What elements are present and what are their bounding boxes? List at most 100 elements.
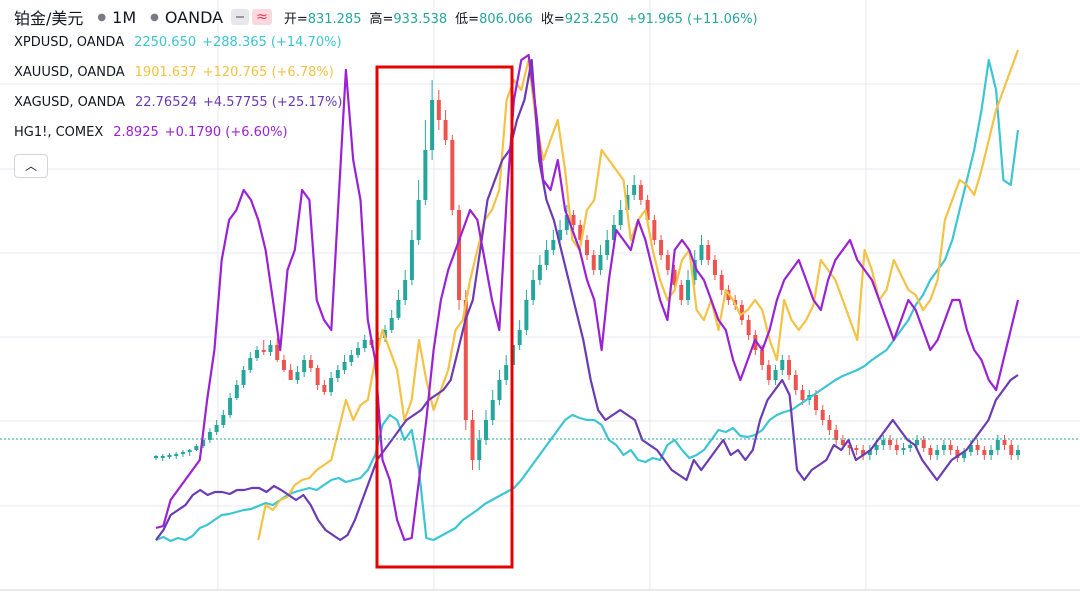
- candle-body: [497, 380, 502, 400]
- candle-body: [699, 245, 704, 260]
- collapse-legend-button[interactable]: ︿: [14, 154, 48, 178]
- main-symbol-row: 铂金/美元 ● 1M ● OANDA ≈ 开=831.285 高=933.538 低…: [14, 6, 766, 29]
- candle-body: [679, 285, 684, 300]
- candle-body: [578, 225, 583, 240]
- candle-body: [564, 215, 569, 230]
- candle-body: [928, 448, 933, 455]
- candle-body: [342, 362, 347, 370]
- candle-body: [463, 300, 468, 420]
- candle-body: [221, 415, 226, 425]
- candle-body: [228, 398, 233, 415]
- separator-dot: ●: [150, 11, 159, 23]
- candle-body: [403, 280, 408, 300]
- candle-body: [995, 440, 1000, 450]
- candle-body: [356, 348, 361, 355]
- series-change: +4.57755 (+25.17%): [203, 95, 343, 110]
- candle-body: [867, 450, 872, 455]
- series-value: 2.8925: [113, 125, 159, 140]
- candle-body: [430, 100, 435, 150]
- candle-body: [840, 440, 845, 445]
- candle-body: [975, 445, 980, 450]
- candle-body: [827, 420, 832, 430]
- candle-body: [248, 358, 253, 370]
- candle-body: [834, 430, 839, 440]
- candle-body: [874, 445, 879, 450]
- candle-body: [504, 365, 509, 380]
- candle-body: [672, 270, 677, 285]
- series-change: +120.765 (+6.78%): [202, 65, 334, 80]
- exchange-label: OANDA: [164, 7, 224, 27]
- candle-body: [813, 395, 818, 410]
- candle-body: [409, 240, 414, 280]
- candle-body: [611, 225, 616, 240]
- candle-body: [329, 378, 334, 392]
- candle-body: [968, 445, 973, 452]
- ohlc-label: 低=: [455, 11, 480, 27]
- candle-body: [908, 445, 913, 448]
- candle-body: [632, 185, 637, 195]
- candle-body: [793, 375, 798, 390]
- candle-body: [241, 370, 246, 385]
- candle-body: [659, 240, 664, 255]
- series-legend-row[interactable]: HG1!, COMEX 2.8925 +0.1790 (+6.60%): [14, 118, 766, 148]
- candle-body: [261, 350, 266, 352]
- series-name: HG1!, COMEX: [14, 125, 104, 140]
- chevron-up-icon: ︿: [24, 159, 37, 173]
- series-line-hg1: [155, 53, 1020, 542]
- candle-body: [766, 365, 771, 380]
- candle-body: [255, 350, 260, 358]
- series-line-xpdusd: [155, 58, 1020, 543]
- candle-body: [598, 255, 603, 270]
- candle-body: [558, 230, 563, 240]
- candle-body: [692, 260, 697, 280]
- visibility-toggle-icon[interactable]: [231, 9, 250, 25]
- candle-body: [302, 360, 307, 372]
- candle-body: [914, 440, 919, 445]
- series-legend-row[interactable]: XAGUSD, OANDA 22.76524 +4.57755 (+25.17%): [14, 88, 766, 118]
- candle-body: [787, 360, 792, 375]
- candle-body: [1016, 450, 1020, 455]
- candle-body: [477, 440, 482, 460]
- candle-body: [531, 280, 536, 300]
- candle-body: [423, 150, 428, 200]
- candlestick-series: [154, 80, 1020, 470]
- ohlc-value: 831.285: [307, 11, 362, 27]
- candle-body: [396, 300, 401, 318]
- series-legend-row[interactable]: XPDUSD, OANDA 2250.650 +288.365 (+14.70%): [14, 28, 766, 58]
- series-name: XAUUSD, OANDA: [14, 65, 125, 80]
- candle-body: [989, 450, 994, 455]
- candle-body: [483, 420, 488, 440]
- candle-body: [686, 280, 691, 300]
- candle-body: [652, 220, 657, 240]
- approx-button[interactable]: ≈: [252, 9, 272, 25]
- candle-body: [443, 120, 448, 140]
- candle-body: [457, 210, 462, 300]
- series-change: +288.365 (+14.70%): [202, 35, 342, 50]
- candle-body: [322, 385, 327, 392]
- candle-body: [618, 210, 623, 225]
- series-legend-row[interactable]: XAUUSD, OANDA 1901.637 +120.765 (+6.78%): [14, 58, 766, 88]
- candle-body: [746, 320, 751, 335]
- candle-body: [416, 200, 421, 240]
- candle-body: [180, 452, 185, 454]
- candle-body: [962, 452, 967, 458]
- series-name: XAGUSD, OANDA: [14, 95, 125, 110]
- symbol-title[interactable]: 铂金/美元: [14, 9, 84, 28]
- series-value: 2250.650: [134, 35, 197, 50]
- candle-body: [948, 445, 953, 450]
- candle-body: [214, 425, 219, 432]
- interval-label[interactable]: 1M: [112, 7, 137, 27]
- candle-body: [955, 450, 960, 458]
- candle-body: [470, 420, 475, 460]
- candle-body: [739, 305, 744, 320]
- separator-dot: ●: [97, 11, 107, 23]
- candle-body: [780, 360, 785, 370]
- candle-body: [349, 355, 354, 362]
- candle-body: [605, 240, 610, 255]
- chart-legend: 铂金/美元 ● 1M ● OANDA ≈ 开=831.285 高=933.538 低…: [14, 6, 766, 148]
- candle-body: [167, 455, 172, 457]
- candle-body: [551, 240, 556, 250]
- candle-body: [773, 370, 778, 380]
- candle-body: [295, 372, 300, 380]
